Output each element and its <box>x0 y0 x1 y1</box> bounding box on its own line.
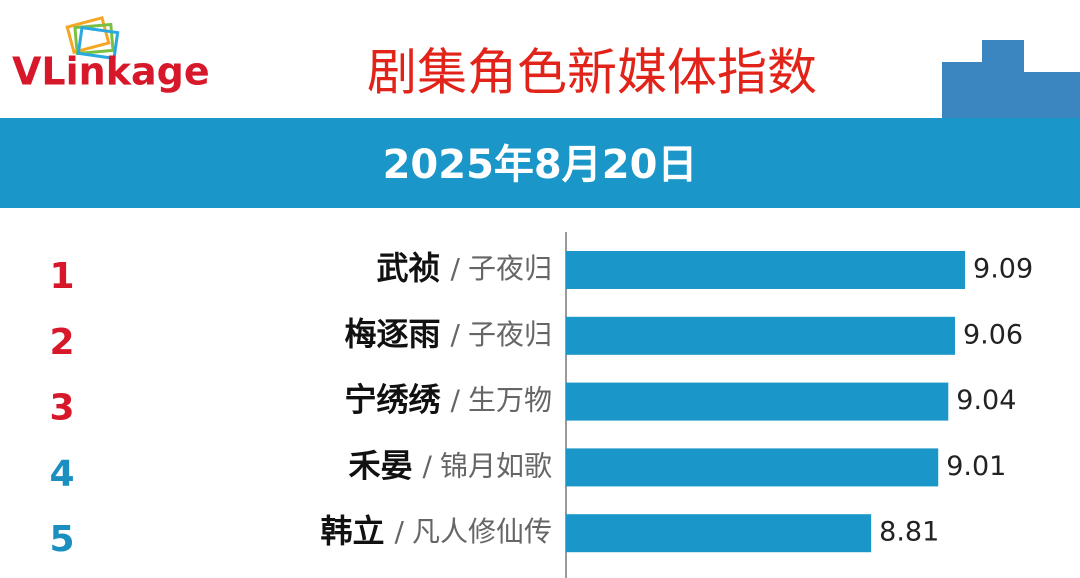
row-label: 梅逐雨 / 子夜归 <box>345 315 552 353</box>
separator: / <box>451 252 461 285</box>
date: 2025年8月20日 <box>383 142 698 188</box>
chart-title: 剧集角色新媒体指数 <box>367 44 817 102</box>
value-label: 9.06 <box>963 319 1023 350</box>
logo: VLinkage <box>12 50 210 94</box>
separator: / <box>395 515 405 548</box>
logo-icon <box>65 15 120 61</box>
character-name: 武祯 <box>377 249 441 287</box>
character-name: 宁绣绣 <box>345 381 442 419</box>
character-name: 韩立 <box>321 512 385 550</box>
row-label: 武祯 / 子夜归 <box>377 249 552 287</box>
rank: 4 <box>49 453 74 494</box>
show-name: 凡人修仙传 <box>412 515 552 548</box>
rank: 3 <box>49 388 74 429</box>
show-name: 锦月如歌 <box>440 449 552 482</box>
rank: 5 <box>49 519 74 560</box>
podium-icon <box>942 40 1080 118</box>
bar <box>566 448 939 487</box>
separator: / <box>451 318 461 351</box>
bar <box>566 316 955 355</box>
row-label: 宁绣绣 / 生万物 <box>345 381 552 419</box>
rank: 1 <box>49 256 74 297</box>
character-name: 禾晏 <box>349 446 413 484</box>
value-label: 9.04 <box>956 385 1016 416</box>
bar <box>566 251 966 289</box>
row-label: 禾晏 / 锦月如歌 <box>349 446 552 484</box>
value-label: 9.09 <box>973 254 1033 285</box>
row-label: 韩立 / 凡人修仙传 <box>321 512 552 550</box>
value-label: 8.81 <box>879 517 939 548</box>
show-name: 子夜归 <box>468 318 552 351</box>
show-name: 生万物 <box>468 384 552 417</box>
rank: 2 <box>49 322 74 363</box>
separator: / <box>423 449 433 482</box>
value-label: 9.01 <box>946 451 1006 482</box>
show-name: 子夜归 <box>468 252 552 285</box>
date-band <box>0 118 1080 208</box>
bar <box>566 382 949 421</box>
character-name: 梅逐雨 <box>345 315 441 353</box>
bar <box>566 514 872 553</box>
separator: / <box>451 384 461 417</box>
